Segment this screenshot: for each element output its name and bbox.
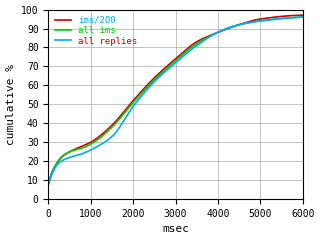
all replies xyxy=(155,78,159,80)
Line: ims/200: ims/200 xyxy=(48,15,303,184)
all ims xyxy=(155,76,159,79)
ims/200 xyxy=(76,147,79,150)
all replies xyxy=(91,148,94,150)
ims/200 xyxy=(268,16,272,19)
all ims xyxy=(46,183,50,186)
all replies xyxy=(268,18,272,21)
ims/200 xyxy=(155,74,159,77)
Line: all replies: all replies xyxy=(48,17,303,184)
X-axis label: msec: msec xyxy=(162,224,189,234)
ims/200 xyxy=(46,183,50,186)
all ims xyxy=(301,16,305,18)
all ims xyxy=(268,18,272,21)
all ims xyxy=(76,148,79,151)
Y-axis label: cumulative %: cumulative % xyxy=(5,64,16,145)
all replies xyxy=(296,16,300,19)
all ims xyxy=(296,16,300,19)
all replies xyxy=(46,183,50,186)
ims/200 xyxy=(296,14,300,17)
Legend: ims/200, all ims, all replies: ims/200, all ims, all replies xyxy=(53,14,139,47)
ims/200 xyxy=(91,140,94,143)
all replies xyxy=(76,154,79,157)
ims/200 xyxy=(144,85,148,88)
Line: all ims: all ims xyxy=(48,17,303,184)
all replies xyxy=(144,89,148,92)
all replies xyxy=(301,16,305,18)
all ims xyxy=(144,87,148,90)
all ims xyxy=(91,142,94,145)
ims/200 xyxy=(301,14,305,17)
